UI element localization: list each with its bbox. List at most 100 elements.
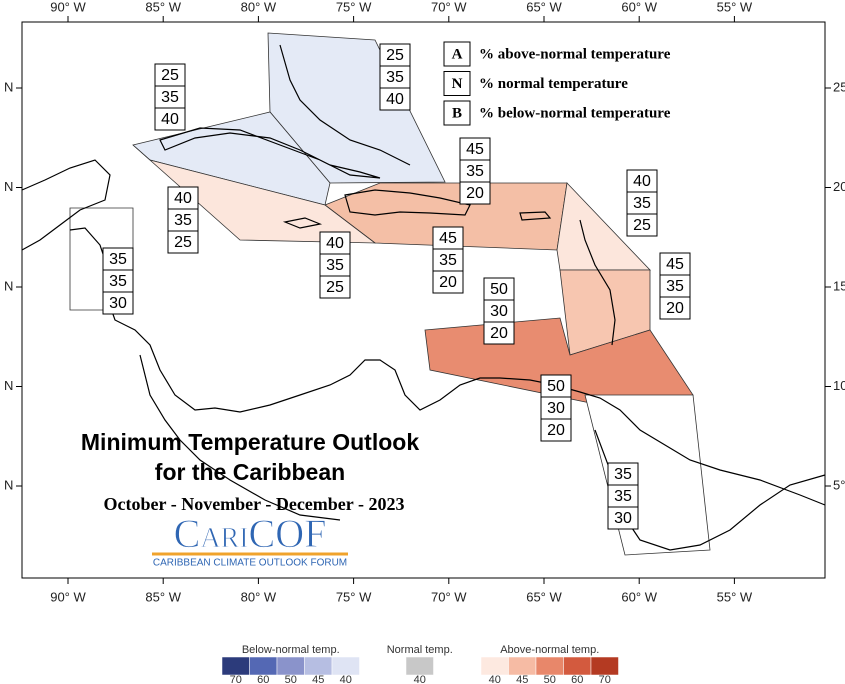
key-box (443, 41, 471, 67)
colorbar-swatch (249, 656, 278, 676)
title: Minimum Temperature Outlook (81, 429, 419, 455)
lat-label: N (4, 477, 13, 492)
colorbar-swatch (480, 656, 509, 676)
prob-value: 35 (633, 195, 651, 212)
prob-value: 20 (666, 300, 684, 317)
prob-value: 20 (547, 422, 565, 439)
prob-value: 35 (614, 488, 632, 505)
prob-cell (607, 506, 639, 530)
prob-value: 20 (490, 325, 508, 342)
key-box (443, 71, 471, 96)
lat-label: 5° (833, 477, 845, 492)
lon-label: 60° W (621, 589, 657, 604)
prob-value: 25 (633, 217, 651, 234)
prob-value: 45 (666, 256, 684, 273)
prob-value: 40 (174, 190, 192, 207)
lon-label: 65° W (526, 589, 562, 604)
prob-value: 40 (386, 91, 404, 108)
colorbar-tick: 40 (340, 674, 352, 684)
key-text: % below-normal temperature (479, 105, 671, 121)
key-box (443, 100, 471, 126)
colorbar-swatch (221, 656, 250, 676)
lon-label: 80° W (241, 0, 277, 14)
prob-value: 30 (490, 303, 508, 320)
prob-value: 35 (439, 252, 457, 269)
prob-value: 40 (326, 235, 344, 252)
colorbar-tick: 50 (544, 674, 556, 684)
prob-value: 35 (109, 251, 127, 268)
colorbar-swatch (304, 656, 333, 676)
prob-value: 45 (466, 141, 484, 158)
colorbar-tick: 60 (257, 674, 269, 684)
prob-value: 35 (386, 69, 404, 86)
colorbar-tick: 40 (414, 674, 426, 684)
subtitle: for the Caribbean (155, 459, 345, 485)
prob-value: 35 (326, 257, 344, 274)
prob-value: 20 (466, 185, 484, 202)
prob-cell (167, 230, 199, 254)
lat-label: N (4, 179, 13, 194)
prob-cell (540, 418, 572, 442)
colorbar-swatch (535, 656, 564, 676)
prob-value: 50 (547, 378, 565, 395)
lon-label: 85° W (145, 0, 181, 14)
prob-value: 25 (161, 67, 179, 84)
forecast-region (132, 144, 377, 244)
lat-label: 20 (833, 179, 845, 194)
forecast-region (267, 32, 446, 184)
prob-value: 35 (466, 163, 484, 180)
prob-cell (459, 181, 491, 205)
lat-label: N (4, 278, 13, 293)
prob-cell (659, 296, 691, 320)
key-letter: N (452, 76, 463, 92)
key-text: % normal temperature (479, 76, 628, 92)
prob-value: 30 (614, 510, 632, 527)
prob-value: 45 (439, 230, 457, 247)
colorbar-tick: 40 (489, 674, 501, 684)
colorbar-swatch (563, 656, 592, 676)
prob-cell (432, 270, 464, 294)
lat-label: 25 (833, 79, 845, 94)
colorbar-label: Normal temp. (387, 644, 453, 656)
lon-label: 70° W (431, 0, 467, 14)
lon-label: 55° W (717, 589, 753, 604)
prob-value: 35 (161, 89, 179, 106)
prob-cell (154, 107, 186, 131)
colorbar-tick: 60 (571, 674, 583, 684)
lat-label: 15 (833, 278, 845, 293)
prob-value: 40 (633, 173, 651, 190)
prob-value: 20 (439, 274, 457, 291)
lon-label: 65° W (526, 0, 562, 14)
prob-value: 40 (161, 111, 179, 128)
colorbar-tick: 45 (312, 674, 324, 684)
prob-cell (483, 321, 515, 345)
lat-label: N (4, 79, 13, 94)
prob-cell (319, 275, 351, 299)
coastlines (21, 44, 826, 551)
prob-value: 30 (109, 295, 127, 312)
lat-label: 10 (833, 378, 845, 393)
colorbar-tick: 70 (230, 674, 242, 684)
prob-value: 25 (174, 234, 192, 251)
key-letter: B (452, 105, 462, 121)
colorbar-swatch (276, 656, 305, 676)
colorbar-swatch (508, 656, 537, 676)
prob-value: 25 (386, 47, 404, 64)
colorbar-tick: 70 (599, 674, 611, 684)
colorbar-label: Above-normal temp. (500, 644, 599, 656)
colorbar-swatch (590, 656, 619, 676)
prob-value: 35 (174, 212, 192, 229)
key-letter: A (452, 46, 463, 62)
lon-label: 70° W (431, 589, 467, 604)
prob-value: 35 (614, 466, 632, 483)
logo-tagline: CARIBBEAN CLIMATE OUTLOOK FORUM (153, 558, 347, 569)
colorbar-swatch (331, 656, 360, 676)
lon-label: 80° W (241, 589, 277, 604)
prob-value: 25 (326, 279, 344, 296)
lon-label: 85° W (145, 589, 181, 604)
lon-label: 90° W (50, 0, 86, 14)
colorbar-tick: 45 (516, 674, 528, 684)
colorbar-label: Below-normal temp. (242, 644, 340, 656)
lon-label: 60° W (621, 0, 657, 14)
